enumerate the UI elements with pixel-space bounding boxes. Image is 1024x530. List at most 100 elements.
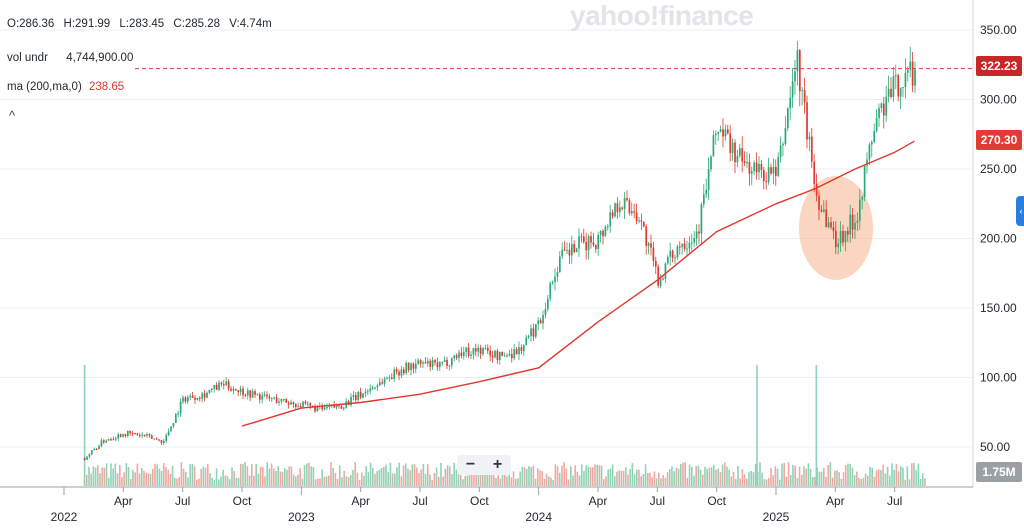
candle-body [556, 272, 559, 277]
candle-body [832, 227, 835, 231]
candle-body [302, 401, 304, 408]
candle-body [522, 345, 525, 351]
candle-body [741, 148, 744, 162]
volume-bar [704, 466, 706, 486]
volume-bar [264, 476, 266, 486]
candle-body [616, 203, 619, 213]
candle-body [225, 381, 228, 386]
volume-bar [356, 472, 359, 486]
candle-body [484, 347, 487, 349]
volume-bar [182, 468, 185, 486]
volume-bar [380, 468, 383, 486]
volume-bar [899, 466, 902, 486]
candle-body [203, 393, 206, 398]
candle-body [794, 71, 796, 82]
candle-body [678, 246, 681, 248]
volume-indicator-legend[interactable]: vol undr 4,744,900.00 [7, 52, 133, 64]
candle-body [294, 404, 297, 408]
zoom-in-button[interactable]: + [492, 456, 503, 473]
candle-body [801, 90, 804, 92]
candle-body [563, 249, 566, 251]
volume-bar [796, 477, 799, 486]
candle-body [820, 209, 823, 212]
collapse-legend-chevron-icon[interactable]: ^ [9, 108, 16, 123]
volume-bar [589, 467, 592, 486]
candle-body [906, 69, 909, 73]
candle-body [316, 406, 319, 412]
volume-bar [855, 471, 858, 486]
candle-body [885, 96, 888, 116]
y-tick-label: 250.00 [980, 162, 1017, 176]
volume-bar [206, 464, 209, 486]
candle-body [743, 161, 746, 164]
volume-bar [123, 472, 125, 486]
volume-bar [202, 466, 205, 486]
candle-body [506, 355, 508, 357]
volume-bar [268, 468, 271, 486]
volume-bar [545, 473, 548, 486]
volume-bar [92, 466, 95, 486]
candle-body [806, 102, 808, 140]
volume-bar [554, 464, 557, 486]
candle-body [614, 203, 616, 217]
candle-body [683, 243, 686, 249]
candle-body [465, 347, 468, 353]
volume-bar [888, 475, 891, 486]
volume-bar [741, 468, 744, 486]
volume-bar [622, 471, 625, 486]
candle-body [652, 247, 655, 261]
volume-bar [387, 472, 389, 486]
volume-bar [534, 478, 537, 486]
y-tick-label: 300.00 [980, 93, 1017, 107]
volume-bar [112, 468, 114, 486]
volume-bar [187, 477, 189, 486]
candle-body [681, 243, 684, 248]
volume-bar [906, 466, 909, 486]
candle-body [501, 351, 504, 356]
volume-bar [737, 465, 739, 486]
moving-average-legend[interactable]: ma (200,ma,0) 238.65 [7, 81, 124, 93]
volume-bar [774, 466, 777, 486]
candle-body [698, 231, 700, 234]
volume-bar [319, 478, 321, 486]
candle-body [446, 359, 448, 366]
volume-bar [118, 464, 121, 486]
expand-panel-chevron-icon[interactable]: ‹ [1016, 196, 1024, 226]
volume-bar [908, 479, 911, 486]
volume-bar [776, 468, 779, 486]
candle-body [170, 426, 172, 432]
candle-body [503, 355, 506, 357]
volume-bar [580, 464, 583, 486]
volume-bar [510, 477, 513, 486]
volume-bar [723, 462, 726, 486]
x-tick-label: Jul [175, 494, 190, 508]
candle-body [83, 458, 86, 460]
x-tick-label: Apr [589, 494, 608, 508]
candle-body [890, 88, 892, 98]
candle-body [395, 369, 398, 372]
candle-body [854, 222, 856, 230]
candle-body [359, 391, 362, 398]
candle-body [458, 352, 460, 358]
zoom-out-button[interactable]: − [465, 456, 476, 473]
candle-body [460, 352, 463, 356]
candle-body [453, 355, 456, 359]
volume-bar [897, 471, 900, 486]
volume-bar [255, 464, 257, 486]
volume-bar [411, 464, 414, 486]
volume-bar [649, 472, 651, 486]
volume-bar [398, 462, 400, 486]
x-tick-label: Jul [412, 494, 427, 508]
candle-body [230, 388, 232, 391]
candle-body [707, 169, 710, 190]
candle-body [705, 189, 708, 195]
candle-body [770, 167, 772, 174]
candle-body [352, 395, 355, 397]
candle-body [270, 398, 273, 400]
volume-bar [453, 462, 455, 486]
volume-bar [138, 473, 141, 486]
candle-body [174, 413, 177, 424]
candle-body [786, 108, 789, 129]
